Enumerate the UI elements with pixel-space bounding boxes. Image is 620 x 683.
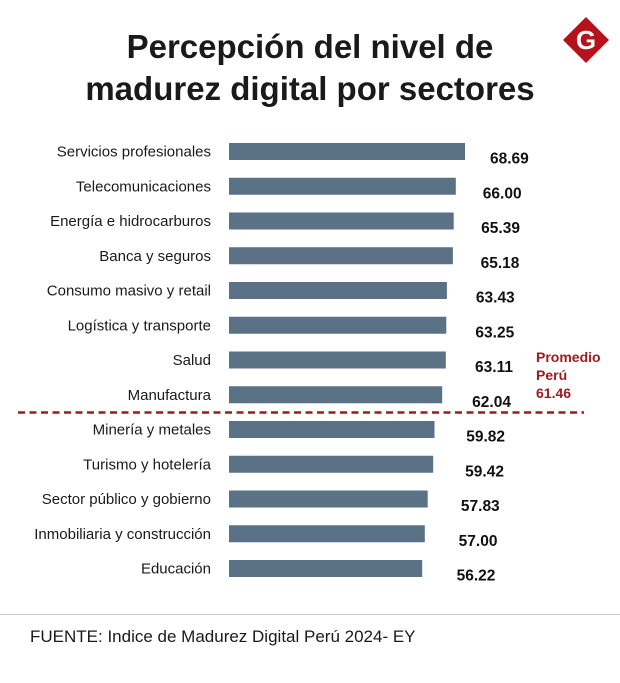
category-label: Manufactura: [128, 387, 212, 404]
bar-chart: Servicios profesionales 68.69 Telecomunica…: [18, 143, 601, 585]
category-label: Telecomunicaciones: [76, 178, 211, 195]
bar: [229, 560, 423, 577]
value-label: 65.18: [481, 255, 520, 272]
chart-title: Percepción del nivel de madurez digital …: [0, 26, 620, 110]
category-label: Sector público y gobierno: [42, 491, 211, 508]
value-label: 63.43: [476, 290, 515, 307]
bar: [229, 490, 428, 508]
brand-logo-diamond: [563, 17, 609, 63]
bar: [229, 143, 465, 160]
category-label: Banca y seguros: [99, 248, 211, 265]
value-label: 63.11: [475, 359, 513, 376]
value-label: 63.25: [475, 324, 514, 341]
bar: [229, 282, 447, 299]
bar: [229, 386, 443, 404]
category-label: Educación: [141, 561, 211, 578]
footer-divider: [0, 614, 620, 615]
average-label-line: Perú: [536, 367, 567, 383]
value-label: 62.04: [472, 394, 511, 411]
bar: [229, 525, 425, 543]
bar: [229, 212, 454, 230]
category-label: Logística y transporte: [68, 317, 211, 334]
value-label: 59.42: [465, 463, 504, 480]
category-label: Energía e hidrocarburos: [50, 213, 211, 230]
value-label: 57.83: [461, 498, 500, 515]
value-label: 66.00: [483, 185, 522, 202]
source-note: FUENTE: Indice de Madurez Digital Perú 2…: [30, 627, 416, 646]
category-label: Salud: [173, 352, 211, 369]
category-label: Turismo y hotelería: [83, 456, 211, 473]
average-label-line: 61.46: [536, 385, 571, 401]
average-label-line: Promedio: [536, 349, 601, 365]
value-label: 56.22: [457, 568, 496, 585]
bar: [229, 177, 456, 195]
chart-title-line-1: Percepción del nivel de: [126, 28, 494, 65]
value-label: 57.00: [459, 533, 498, 550]
chart-title-line-2: madurez digital por sectores: [85, 70, 535, 107]
bar: [229, 351, 446, 369]
category-label: Minería y metales: [93, 422, 211, 439]
value-label: 65.39: [481, 220, 520, 237]
value-label: 68.69: [490, 151, 529, 168]
category-label: Inmobiliaria y construcción: [34, 526, 211, 543]
brand-logo-letter: G: [576, 25, 596, 55]
value-label: 59.82: [466, 429, 505, 446]
bar: [229, 247, 453, 265]
bar: [229, 316, 447, 334]
category-label: Servicios profesionales: [57, 144, 211, 161]
brand-logo-icon: G: [563, 17, 609, 63]
category-label: Consumo masivo y retail: [47, 283, 211, 300]
bar: [229, 421, 435, 438]
bar: [229, 455, 434, 473]
